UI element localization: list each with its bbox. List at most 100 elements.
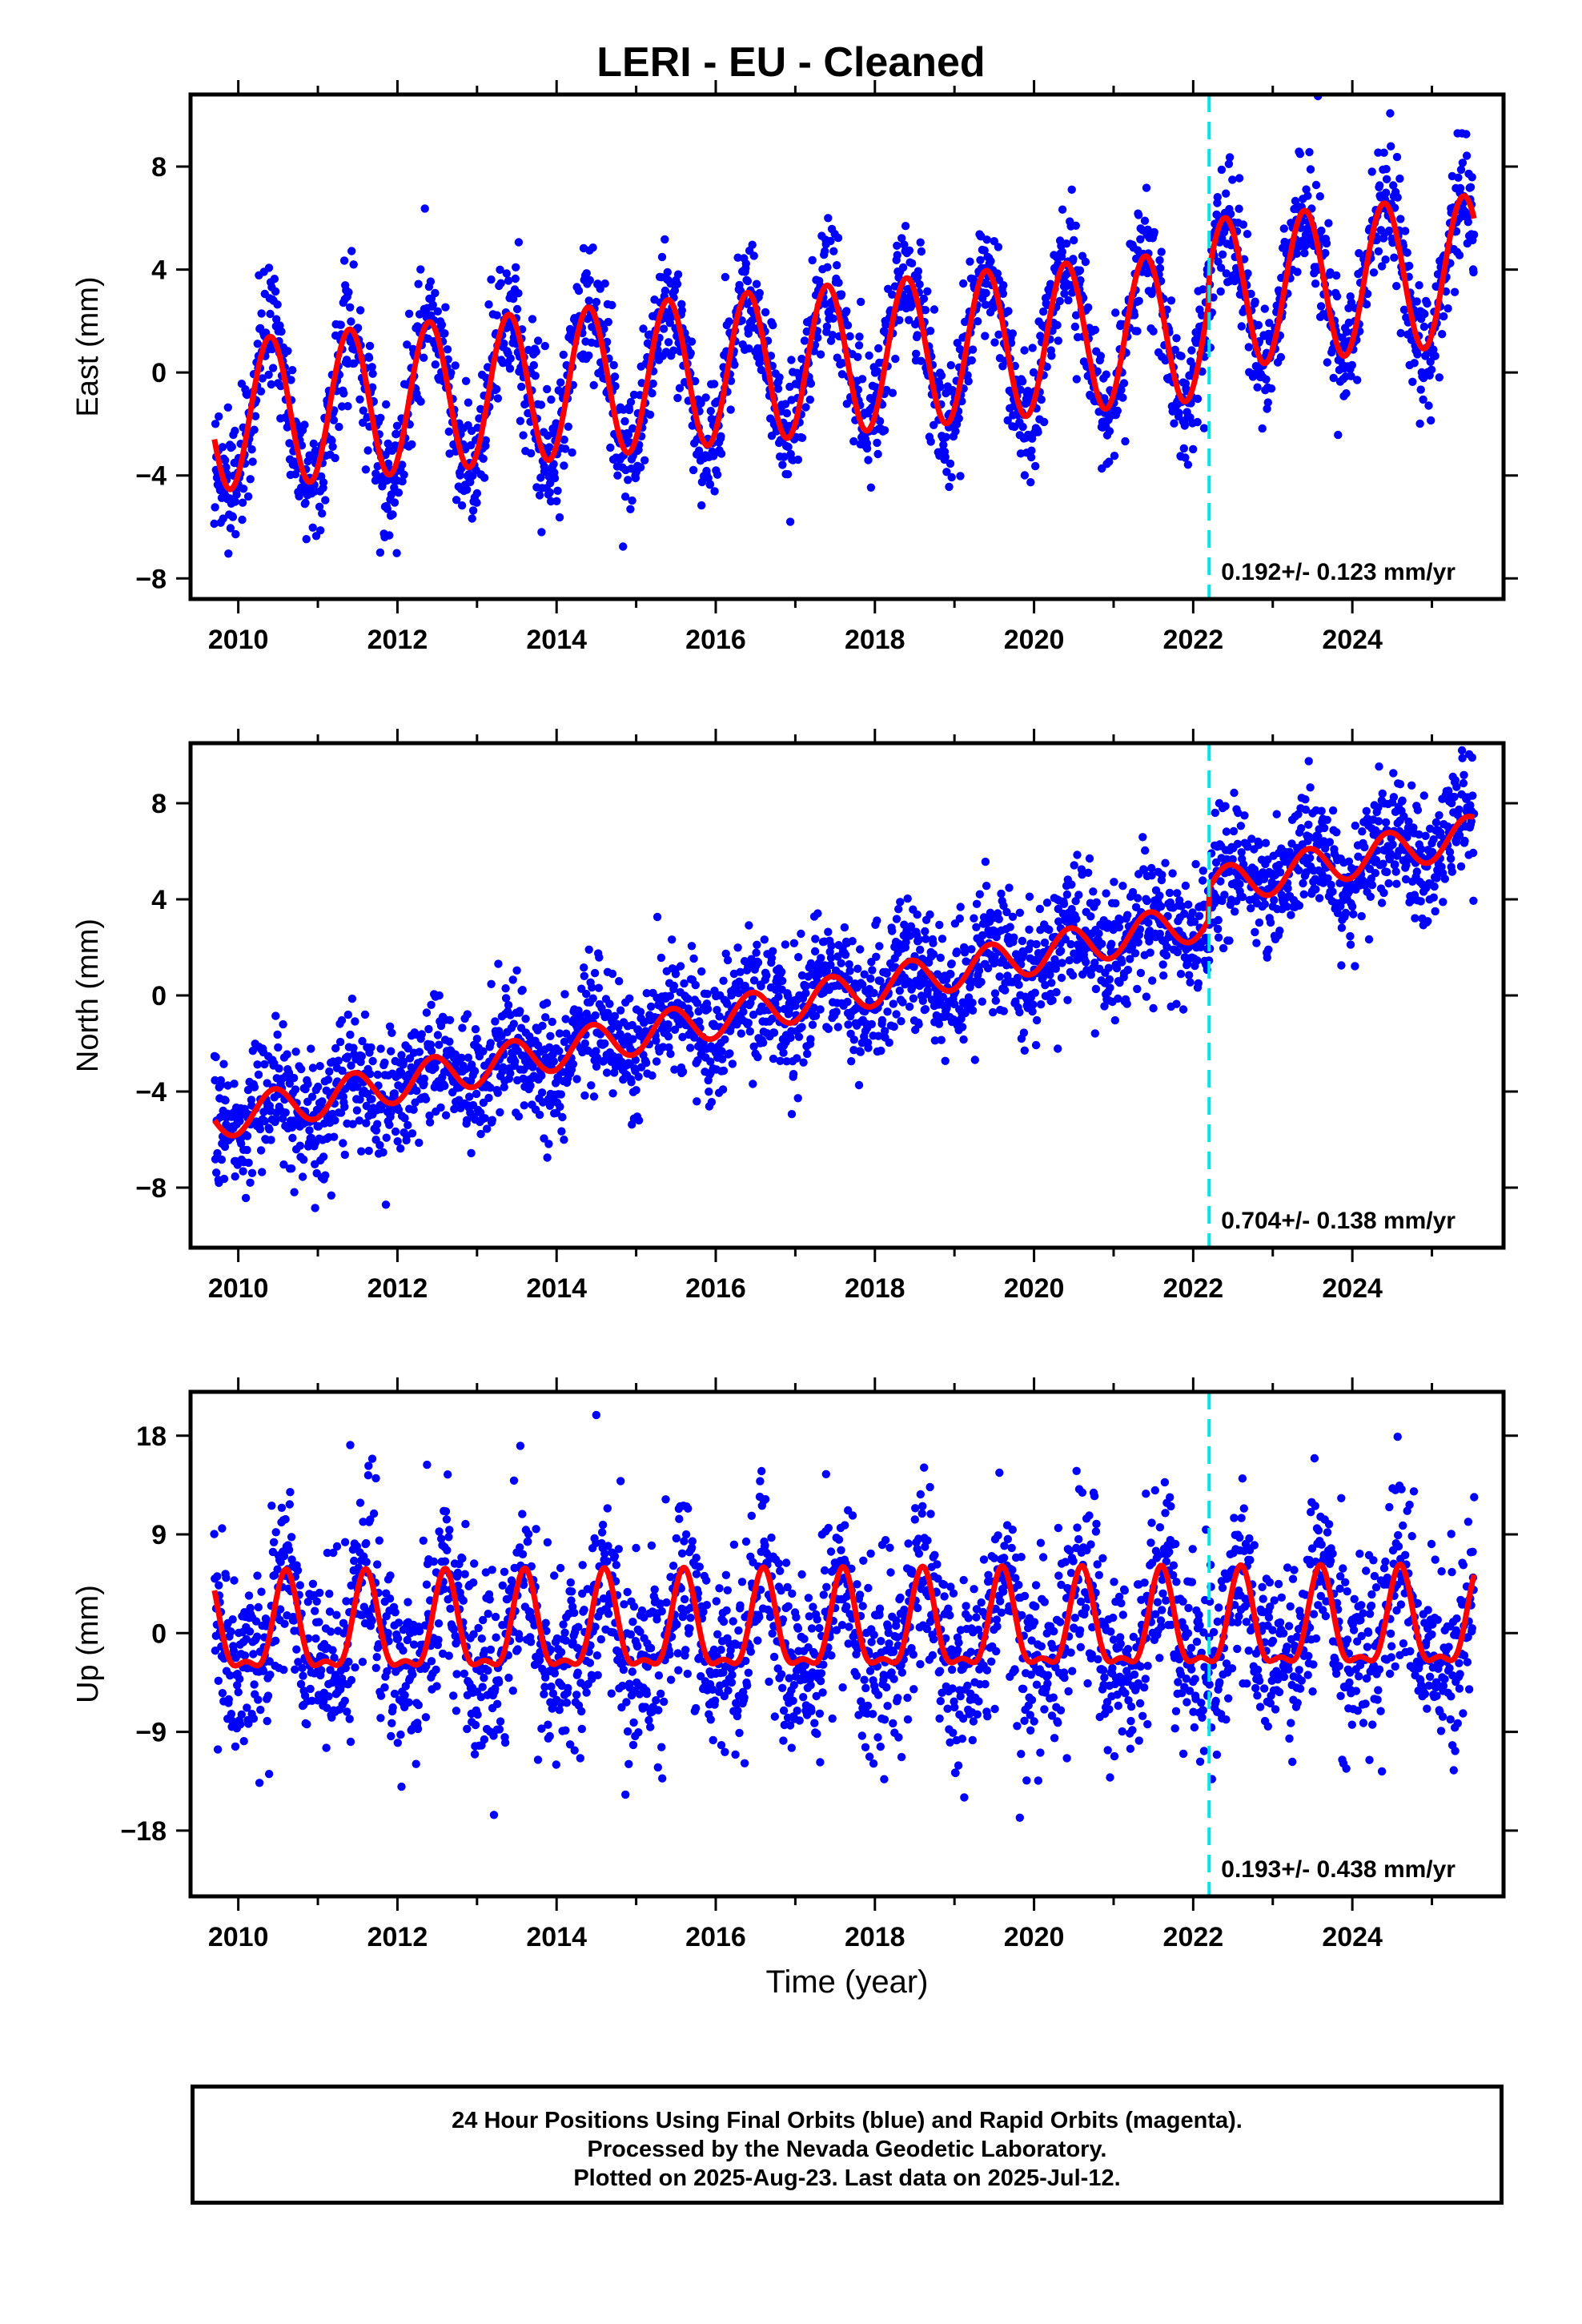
data-point — [540, 341, 549, 351]
data-point — [942, 432, 951, 441]
data-point — [211, 503, 219, 512]
data-point — [1267, 384, 1276, 393]
data-point — [723, 955, 733, 965]
data-point — [673, 393, 682, 403]
data-point — [1013, 973, 1022, 983]
data-point — [833, 1023, 843, 1031]
data-point — [983, 963, 993, 973]
data-point — [1177, 352, 1186, 360]
data-point — [840, 923, 849, 932]
data-point — [739, 1007, 748, 1016]
data-point — [797, 433, 807, 442]
data-point — [1105, 427, 1114, 436]
data-point — [1149, 1003, 1158, 1013]
data-point — [331, 1043, 340, 1053]
data-point — [1141, 846, 1150, 855]
data-point — [1170, 419, 1178, 428]
data-point — [1082, 958, 1090, 967]
data-point — [1158, 960, 1167, 969]
data-point — [1110, 1015, 1120, 1025]
data-point — [845, 975, 853, 984]
data-point — [501, 984, 510, 993]
data-point — [403, 340, 412, 349]
data-point — [998, 289, 1008, 298]
data-point — [347, 1061, 355, 1070]
data-point — [393, 1137, 402, 1146]
data-point — [387, 490, 396, 499]
data-point — [502, 269, 511, 278]
data-point — [1133, 984, 1142, 994]
data-point — [749, 1010, 758, 1019]
data-point — [246, 1178, 255, 1188]
data-point — [1052, 987, 1061, 997]
data-point — [1395, 174, 1404, 183]
data-point — [267, 1136, 275, 1144]
data-point — [849, 1035, 859, 1044]
data-point — [568, 448, 576, 457]
data-point — [1119, 379, 1129, 388]
data-point — [315, 1062, 324, 1071]
data-point — [937, 1035, 946, 1044]
data-point — [516, 1007, 524, 1015]
data-point — [536, 473, 545, 482]
data-point — [1107, 939, 1116, 948]
data-point — [511, 274, 520, 283]
data-point — [364, 353, 374, 362]
data-point — [636, 1007, 645, 1016]
data-point — [1193, 417, 1202, 427]
data-point — [1420, 309, 1429, 319]
data-point — [1100, 1002, 1109, 1011]
data-point — [1162, 943, 1172, 952]
data-point — [717, 432, 725, 440]
data-point — [1416, 385, 1425, 394]
data-point — [457, 1053, 466, 1063]
data-point — [537, 1088, 547, 1097]
data-point — [862, 444, 872, 453]
data-point — [500, 1083, 508, 1092]
data-point — [1301, 795, 1310, 804]
data-point — [881, 1027, 889, 1035]
data-point — [365, 341, 375, 351]
data-point — [974, 966, 984, 975]
data-point — [697, 967, 706, 976]
data-point — [382, 400, 391, 409]
data-point — [532, 348, 540, 356]
data-point — [334, 1056, 343, 1065]
data-point — [1062, 239, 1071, 248]
data-point — [867, 1019, 877, 1029]
data-point — [433, 1031, 443, 1039]
data-point — [368, 383, 377, 392]
data-point — [901, 938, 910, 947]
data-point — [368, 369, 377, 378]
data-point — [585, 275, 594, 285]
data-point — [755, 288, 764, 298]
data-point — [1072, 375, 1082, 384]
data-point — [832, 1007, 841, 1016]
data-point — [1279, 224, 1289, 233]
data-point — [271, 1011, 280, 1020]
chart-title: LERI - EU - Cleaned — [596, 39, 986, 86]
data-point — [757, 982, 765, 991]
data-point — [587, 1081, 596, 1090]
data-point — [1084, 303, 1093, 312]
data-point — [625, 994, 634, 1003]
data-point — [298, 1172, 307, 1181]
data-point — [873, 449, 882, 459]
data-point — [749, 1080, 757, 1088]
data-point — [295, 1141, 304, 1150]
data-point — [496, 279, 505, 287]
data-point — [392, 421, 402, 430]
data-point — [514, 1112, 524, 1121]
data-point — [744, 1019, 753, 1027]
data-point — [913, 331, 922, 340]
data-point — [1006, 923, 1014, 931]
data-point — [382, 1133, 391, 1142]
data-point — [339, 256, 349, 265]
data-point — [600, 279, 609, 288]
data-point — [813, 333, 822, 342]
data-point — [1265, 319, 1274, 328]
data-point — [1183, 460, 1193, 469]
data-point — [1111, 308, 1120, 317]
data-point — [552, 1108, 561, 1117]
data-point — [529, 360, 538, 370]
